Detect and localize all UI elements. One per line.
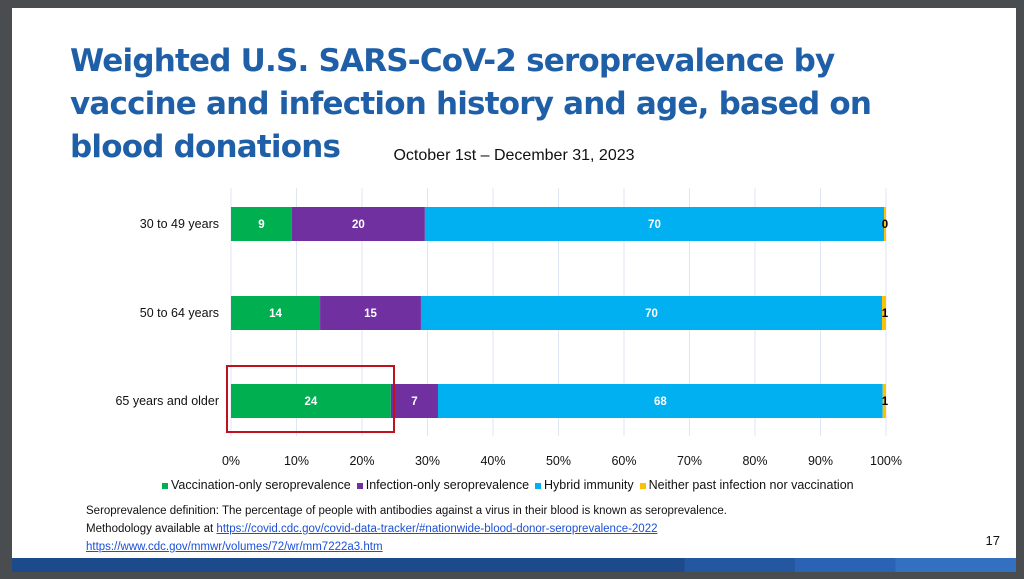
data-label: 24 [305, 396, 318, 408]
bar-segment [231, 384, 391, 418]
data-label: 0 [882, 219, 888, 231]
legend-label: Neither past infection nor vaccination [648, 478, 854, 492]
legend-label: Infection-only seroprevalence [365, 478, 530, 492]
data-label: 7 [411, 396, 417, 408]
data-label: 70 [648, 219, 661, 231]
notes: Seroprevalence definition: The percentag… [86, 502, 727, 556]
legend: Vaccination-only seroprevalence Infection… [162, 478, 860, 492]
bar-segment [320, 296, 421, 330]
legend-item: Infection-only seroprevalence [356, 478, 530, 492]
legend-swatch [639, 482, 646, 489]
bar-segment [420, 296, 883, 330]
category-label: 30 to 49 years [140, 217, 219, 231]
x-tick-label: 90% [808, 454, 833, 468]
x-tick-label: 20% [349, 454, 374, 468]
data-label: 68 [654, 396, 667, 408]
data-label: 9 [258, 219, 264, 231]
category-label: 65 years and older [115, 394, 219, 408]
data-label: 20 [352, 219, 365, 231]
page-number: 17 [985, 533, 1000, 548]
legend-swatch [356, 482, 363, 489]
legend-item: Hybrid immunity [535, 478, 634, 492]
stacked-bar-chart: 0% 10% 20% 30% 40% 50% 60% 70% 80% 90% 100% 30 to 4… [115, 188, 902, 468]
data-label: 1 [882, 308, 889, 320]
slide: Weighted U.S. SARS-CoV-2 seroprevalence … [12, 8, 1016, 572]
legend-label: Vaccination-only seroprevalence [171, 478, 351, 492]
bar-segment [884, 207, 886, 241]
x-tick-label: 60% [611, 454, 636, 468]
x-tick-label: 30% [415, 454, 440, 468]
bar-segment [390, 384, 438, 418]
x-tick-label: 0% [222, 454, 240, 468]
legend-swatch [535, 482, 542, 489]
x-tick-label: 80% [742, 454, 767, 468]
legend-item: Vaccination-only seroprevalence [162, 478, 351, 492]
x-tick-label: 50% [546, 454, 571, 468]
legend-label: Hybrid immunity [544, 478, 634, 492]
category-label: 50 to 64 years [140, 306, 219, 320]
methodology-link[interactable]: https://covid.cdc.gov/covid-data-tracker… [216, 523, 658, 535]
bar-segment [882, 296, 886, 330]
x-tick-label: 70% [677, 454, 702, 468]
bar-segment [231, 207, 292, 241]
x-tick-label: 40% [480, 454, 505, 468]
bar-segment [437, 384, 883, 418]
data-label: 14 [269, 308, 282, 320]
bar-segment [424, 207, 885, 241]
bar-segment [882, 384, 886, 418]
chart-title: October 1st – December 31, 2023 [393, 147, 635, 164]
highlight-box [226, 365, 395, 433]
mmwr-link[interactable]: https://www.cdc.gov/mmwr/volumes/72/wr/m… [86, 541, 383, 553]
data-label: 70 [645, 308, 658, 320]
slide-title: Weighted U.S. SARS-CoV-2 seroprevalence … [70, 43, 872, 165]
bar-segment [231, 296, 321, 330]
footer-band [12, 558, 1016, 572]
definition-text: Seroprevalence definition: The percentag… [86, 505, 727, 517]
data-label: 15 [364, 308, 377, 320]
legend-item: Neither past infection nor vaccination [639, 478, 854, 492]
x-tick-label: 10% [284, 454, 309, 468]
x-tick-label: 100% [870, 454, 902, 468]
bar-segment [291, 207, 425, 241]
methodology-label: Methodology available at [86, 523, 217, 535]
legend-swatch [162, 482, 168, 489]
data-label: 1 [882, 396, 889, 408]
